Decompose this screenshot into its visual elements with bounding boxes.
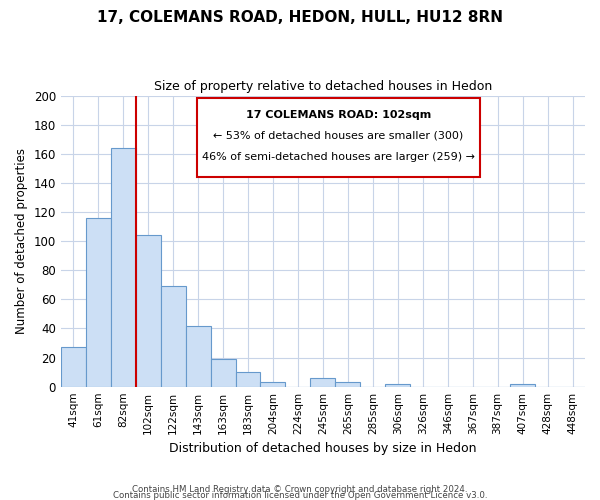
Bar: [335, 382, 361, 386]
Text: 17 COLEMANS ROAD: 102sqm: 17 COLEMANS ROAD: 102sqm: [246, 110, 431, 120]
Bar: [136, 236, 161, 386]
Bar: [385, 384, 410, 386]
Text: 17, COLEMANS ROAD, HEDON, HULL, HU12 8RN: 17, COLEMANS ROAD, HEDON, HULL, HU12 8RN: [97, 10, 503, 25]
Text: Contains public sector information licensed under the Open Government Licence v3: Contains public sector information licen…: [113, 490, 487, 500]
Bar: [510, 384, 535, 386]
Title: Size of property relative to detached houses in Hedon: Size of property relative to detached ho…: [154, 80, 492, 93]
Text: Contains HM Land Registry data © Crown copyright and database right 2024.: Contains HM Land Registry data © Crown c…: [132, 484, 468, 494]
Bar: [61, 348, 86, 387]
Bar: [310, 378, 335, 386]
Bar: [161, 286, 185, 386]
Bar: [211, 359, 236, 386]
Bar: [236, 372, 260, 386]
X-axis label: Distribution of detached houses by size in Hedon: Distribution of detached houses by size …: [169, 442, 476, 455]
Bar: [185, 326, 211, 386]
Bar: [111, 148, 136, 386]
Bar: [260, 382, 286, 386]
Text: 46% of semi-detached houses are larger (259) →: 46% of semi-detached houses are larger (…: [202, 152, 475, 162]
Y-axis label: Number of detached properties: Number of detached properties: [15, 148, 28, 334]
Bar: [86, 218, 111, 386]
FancyBboxPatch shape: [197, 98, 480, 177]
Text: ← 53% of detached houses are smaller (300): ← 53% of detached houses are smaller (30…: [214, 130, 464, 140]
